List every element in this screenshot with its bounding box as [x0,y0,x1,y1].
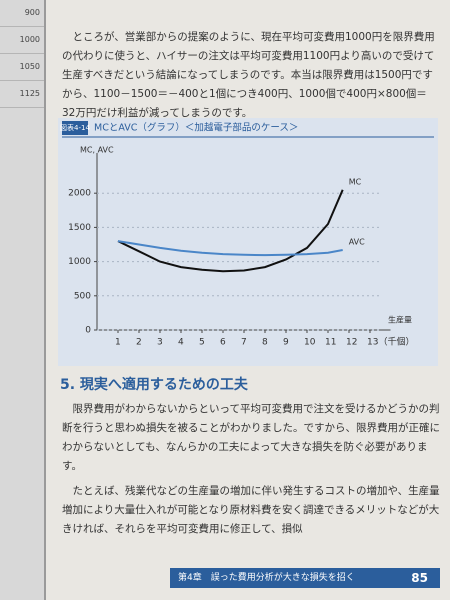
series-line [117,189,344,273]
table-cell: 1000 [0,27,44,54]
figure: 図表4-14 MCとAVC（グラフ）＜加越電子部品のケース＞ MC, AVC 生… [58,118,438,366]
table-cell: 900 [0,0,44,27]
section-heading: 5. 現実へ適用するための工夫 [60,377,248,393]
y-tick-label: 0 [85,326,91,336]
x-tick-label: 4 [178,338,184,348]
series-line [117,240,343,257]
page-number: 85 [411,571,428,585]
y-axis-label: MC, AVC [80,146,114,155]
x-tick-label: 10 [304,338,316,348]
table-cell: 1125 [0,81,44,108]
paragraph: ところが、営業部からの提案のように、現在平均可変費用1000円を限界費用の代わり… [62,31,435,119]
paragraph: たとえば、残業代などの生産量の増加に伴い発生するコストの増加や、生産量増加により… [62,485,440,535]
y-tick-label: 2000 [68,189,91,199]
footer: 第4章 誤った費用分析が大きな損失を招く 85 [170,568,440,588]
x-tick-label: 1 [115,338,121,348]
x-tick-label: 11 [325,338,336,348]
x-axis-label: 生産量 [388,315,412,325]
previous-page-strip: 900 1000 1050 1125 [0,0,46,600]
chart-title: MCとAVC（グラフ）＜加越電子部品のケース＞ [94,122,298,134]
x-tick-label: 2 [136,338,142,348]
y-tick-label: 1500 [68,223,91,233]
chart: 図表4-14 MCとAVC（グラフ）＜加越電子部品のケース＞ MC, AVC 生… [60,121,434,348]
x-tick-label: 13（千個） [367,336,414,348]
x-tick-label: 8 [262,338,268,348]
series-label: MC [349,177,362,186]
table-cell: 1050 [0,54,44,81]
y-tick-label: 500 [74,291,91,301]
y-tick-label: 1000 [68,257,91,267]
x-tick-label: 5 [199,338,205,348]
series-label: AVC [349,237,365,246]
figure-tag: 図表4-14 [60,123,90,132]
chapter-title: 第4章 誤った費用分析が大きな損失を招く [178,573,355,583]
x-tick-label: 3 [157,338,163,348]
x-tick-label: 9 [283,338,289,348]
paragraph: 限界費用がわからないからといって平均可変費用で注文を受けるかどうかの判断を行うと… [62,403,440,472]
x-tick-label: 7 [241,338,247,348]
x-tick-label: 6 [220,338,226,348]
x-tick-label: 12 [346,338,357,348]
figure-tag-bg [62,121,88,135]
